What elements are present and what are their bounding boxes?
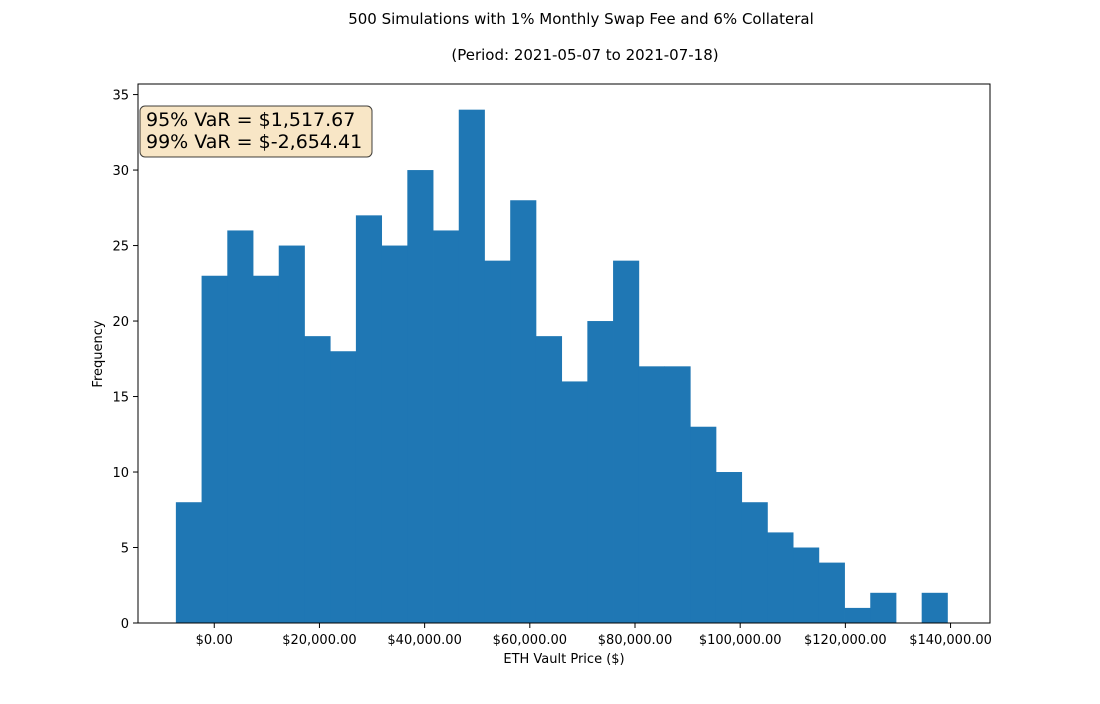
histogram-bar <box>844 607 871 623</box>
histogram-bar <box>227 230 254 623</box>
x-tick-label: $80,000.00 <box>598 633 672 648</box>
y-tick-label: 15 <box>112 391 129 406</box>
histogram-bar <box>381 245 408 624</box>
x-tick-label: $100,000.00 <box>699 633 782 648</box>
histogram-bar <box>433 230 460 623</box>
histogram-bar <box>664 366 691 623</box>
histogram-bar <box>304 336 331 623</box>
histogram-bar <box>484 260 511 623</box>
histogram-bar <box>535 336 563 623</box>
histogram-bar <box>767 532 794 623</box>
histogram-bar <box>870 592 897 623</box>
x-axis-label: ETH Vault Price ($) <box>503 652 624 667</box>
var-annotation-background <box>139 105 373 158</box>
histogram-bar <box>561 381 588 623</box>
histogram-bar <box>458 109 485 624</box>
histogram-bar <box>793 547 820 623</box>
x-axis-ticks: $0.00 $20,000.00 $40,000.00 $60,000.00 $80,0… <box>196 623 992 648</box>
histogram-bar <box>510 200 537 623</box>
x-tick-label: $0.00 <box>196 633 233 648</box>
histogram-bar <box>175 502 202 623</box>
x-tick-label: $140,000.00 <box>909 633 992 648</box>
chart-subtitle: (Period: 2021-05-07 to 2021-07-18) <box>451 46 718 64</box>
plot-frame <box>137 83 991 624</box>
y-tick-label: 0 <box>121 617 129 632</box>
y-tick-label: 35 <box>112 89 129 104</box>
y-tick-label: 30 <box>112 164 129 179</box>
histogram-bar <box>818 562 845 623</box>
y-tick-label: 25 <box>112 240 129 255</box>
histogram-bar <box>638 366 665 623</box>
x-tick-label: $40,000.00 <box>387 633 461 648</box>
var-annotation-box: 95% VaR = $1,517.67 99% VaR = $-2,654.41 <box>139 105 373 158</box>
histogram-bar <box>201 275 228 623</box>
y-axis-ticks: 0 5 10 15 20 25 30 35 <box>112 89 138 632</box>
histogram-bar <box>613 260 640 623</box>
histogram-bar <box>407 170 434 623</box>
histogram-bar <box>715 472 743 623</box>
histogram-bar <box>741 502 768 623</box>
var-99-text: 99% VaR = $-2,654.41 <box>146 131 362 153</box>
histogram-bars <box>175 109 948 624</box>
histogram-bar <box>278 245 305 624</box>
histogram-bar <box>690 426 717 623</box>
x-tick-label: $20,000.00 <box>282 633 356 648</box>
histogram-bar <box>253 275 280 623</box>
x-tick-label: $60,000.00 <box>493 633 567 648</box>
histogram-bar <box>355 215 383 623</box>
x-tick-label: $120,000.00 <box>804 633 887 648</box>
chart-title: 500 Simulations with 1% Monthly Swap Fee… <box>348 10 814 28</box>
var-95-text: 95% VaR = $1,517.67 <box>146 109 355 131</box>
histogram-bar <box>587 321 614 623</box>
histogram-bar <box>330 351 357 623</box>
y-tick-label: 20 <box>112 315 129 330</box>
y-tick-label: 5 <box>121 542 129 557</box>
y-tick-label: 10 <box>112 466 129 481</box>
y-axis-label: Frequency <box>91 320 106 387</box>
histogram-bar <box>921 592 948 623</box>
